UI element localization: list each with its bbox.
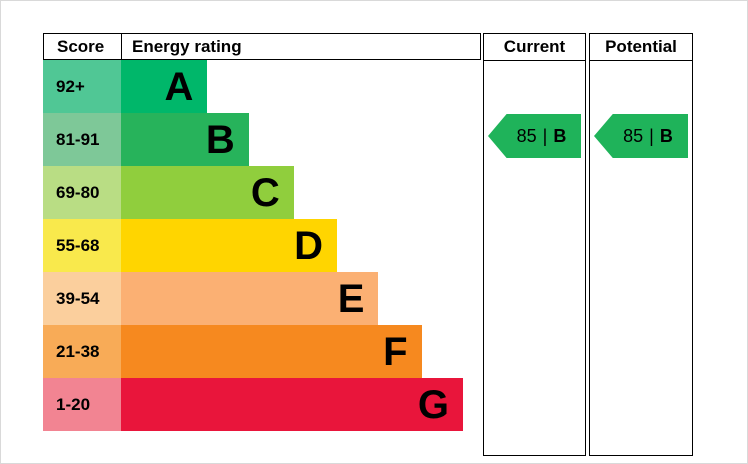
rating-letter: D: [294, 223, 323, 268]
rating-bar: F: [121, 325, 422, 378]
band-row: 92+ A: [43, 60, 481, 113]
table-header: Score Energy rating: [43, 33, 481, 60]
band-row: 39-54 E: [43, 272, 481, 325]
rating-letter: C: [250, 170, 280, 215]
score-cell: 81-91: [43, 113, 121, 166]
score-cell: 39-54: [43, 272, 121, 325]
rating-bar: B: [121, 113, 249, 166]
rating-letter: B: [205, 117, 235, 162]
rating-letter: E: [337, 276, 365, 321]
rating-bar: C: [121, 166, 294, 219]
potential-header: Potential: [590, 34, 692, 61]
rating-bar: G: [121, 378, 463, 431]
bar-area: F: [121, 325, 481, 378]
score-header: Score: [44, 34, 122, 59]
current-arrow: 85 | B: [488, 114, 581, 158]
score-cell: 1-20: [43, 378, 121, 431]
score-cell: 55-68: [43, 219, 121, 272]
band-row: 69-80 C: [43, 166, 481, 219]
current-separator: |: [542, 125, 548, 146]
bar-area: B: [121, 113, 481, 166]
bar-area: E: [121, 272, 481, 325]
current-value: 85: [516, 125, 537, 146]
band-row: 1-20 G: [43, 378, 481, 431]
potential-arrow: 85 | B: [594, 114, 688, 158]
score-cell: 92+: [43, 60, 121, 113]
current-letter: B: [553, 125, 567, 146]
potential-separator: |: [649, 125, 654, 146]
energy-rating-header: Energy rating: [132, 36, 242, 56]
rating-bar: E: [121, 272, 379, 325]
bar-area: A: [121, 60, 481, 113]
potential-value: 85: [623, 125, 644, 146]
band-row: 21-38 F: [43, 325, 481, 378]
potential-letter: B: [659, 125, 673, 146]
potential-column: Potential 85 | B: [589, 33, 693, 456]
current-column: Current 85 | B: [483, 33, 586, 456]
band-row: 81-91 B: [43, 113, 481, 166]
band-row: 55-68 D: [43, 219, 481, 272]
bar-area: C: [121, 166, 481, 219]
score-cell: 69-80: [43, 166, 121, 219]
rating-bands: 92+ A 81-91 B 69-80 C 55-6: [43, 60, 481, 431]
rating-letter: F: [383, 329, 408, 374]
rating-bar: D: [121, 219, 337, 272]
rating-letter: G: [417, 382, 449, 427]
current-header: Current: [484, 34, 585, 61]
rating-bar: A: [121, 60, 208, 113]
score-cell: 21-38: [43, 325, 121, 378]
bar-area: D: [121, 219, 481, 272]
rating-letter: A: [164, 64, 194, 109]
bar-area: G: [121, 378, 481, 431]
